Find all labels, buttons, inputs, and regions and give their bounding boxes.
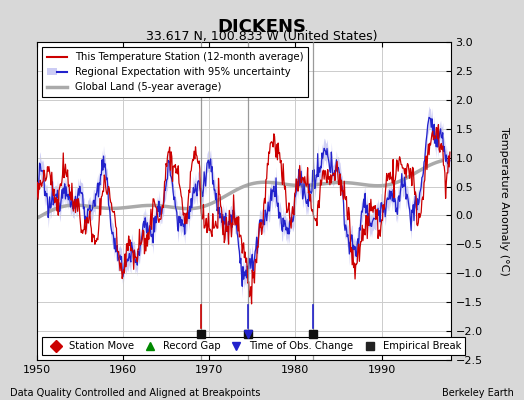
Legend: Station Move, Record Gap, Time of Obs. Change, Empirical Break: Station Move, Record Gap, Time of Obs. C… (42, 337, 465, 355)
Text: 33.617 N, 100.833 W (United States): 33.617 N, 100.833 W (United States) (146, 30, 378, 43)
Text: Data Quality Controlled and Aligned at Breakpoints: Data Quality Controlled and Aligned at B… (10, 388, 261, 398)
Y-axis label: Temperature Anomaly (°C): Temperature Anomaly (°C) (499, 127, 509, 275)
Text: DICKENS: DICKENS (217, 18, 307, 36)
Text: Berkeley Earth: Berkeley Earth (442, 388, 514, 398)
